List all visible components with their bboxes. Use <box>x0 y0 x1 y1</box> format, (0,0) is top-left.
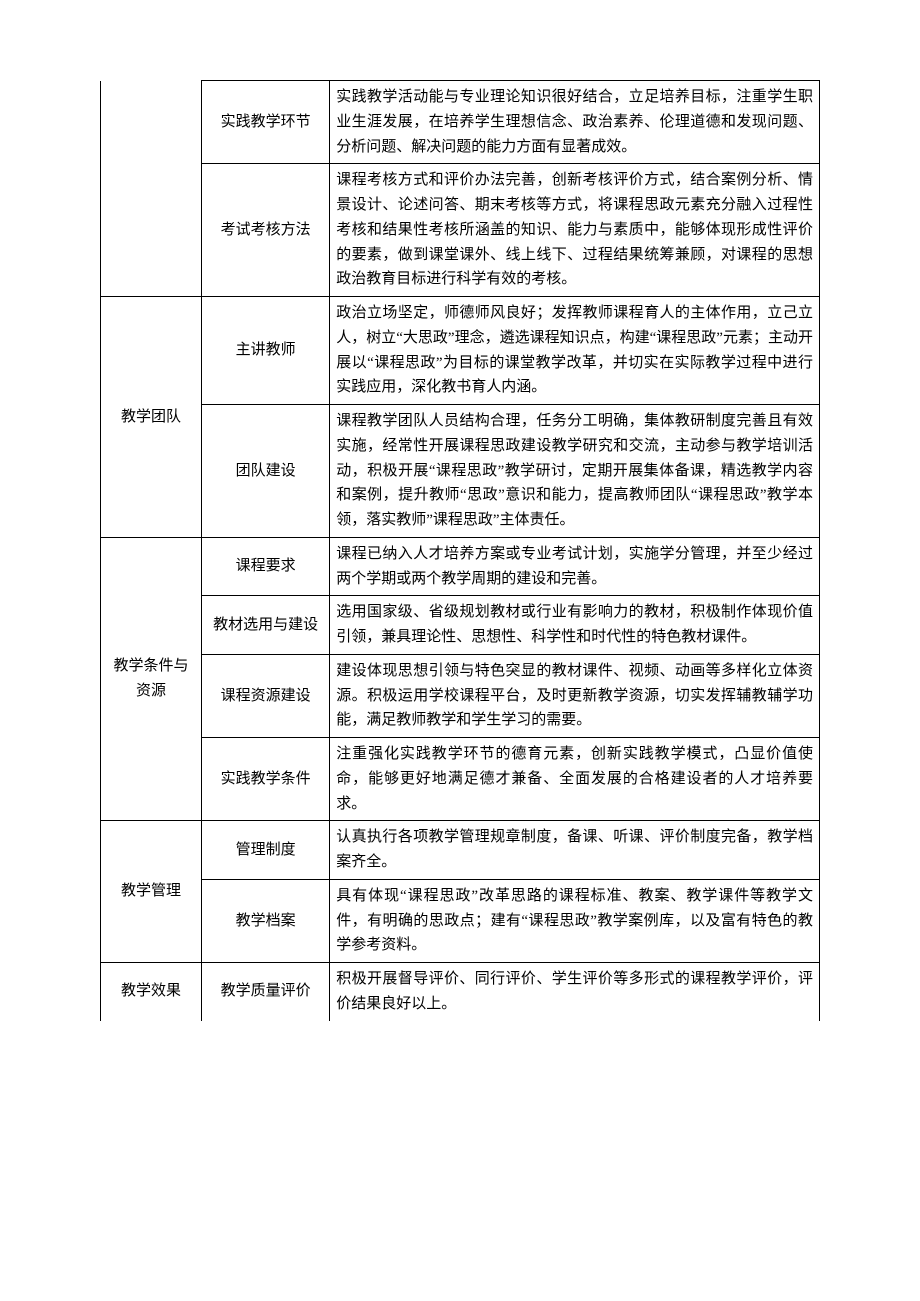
table-row: 课程资源建设建设体现思想引领与特色突显的教材课件、视频、动画等多样化立体资源。积… <box>101 654 820 737</box>
category-cell: 教学团队 <box>101 297 202 538</box>
description-cell: 政治立场坚定，师德师风良好；发挥教师课程育人的主体作用，立己立人，树立“大思政”… <box>330 297 820 405</box>
description-cell: 课程考核方式和评价办法完善，创新考核评价方式，结合案例分析、情景设计、论述问答、… <box>330 164 820 297</box>
table-row: 教材选用与建设选用国家级、省级规划教材或行业有影响力的教材，积极制作体现价值引领… <box>101 596 820 655</box>
table-row: 教学条件与资源课程要求课程已纳入人才培养方案或专业考试计划，实施学分管理，并至少… <box>101 537 820 596</box>
table-row: 教学效果教学质量评价积极开展督导评价、同行评价、学生评价等多形式的课程教学评价，… <box>101 963 820 1021</box>
subcategory-cell: 教学档案 <box>201 879 329 962</box>
subcategory-cell: 实践教学条件 <box>201 738 329 821</box>
category-cell: 教学效果 <box>101 963 202 1021</box>
description-cell: 实践教学活动能与专业理论知识很好结合，立足培养目标，注重学生职业生涯发展，在培养… <box>330 81 820 164</box>
table-row: 考试考核方法课程考核方式和评价办法完善，创新考核评价方式，结合案例分析、情景设计… <box>101 164 820 297</box>
table-row: 教学团队主讲教师政治立场坚定，师德师风良好；发挥教师课程育人的主体作用，立己立人… <box>101 297 820 405</box>
description-cell: 具有体现“课程思政”改革思路的课程标准、教案、教学课件等教学文件，有明确的思政点… <box>330 879 820 962</box>
description-cell: 课程教学团队人员结构合理，任务分工明确，集体教研制度完善且有效实施，经常性开展课… <box>330 405 820 538</box>
subcategory-cell: 主讲教师 <box>201 297 329 405</box>
category-cell: 教学管理 <box>101 821 202 963</box>
description-cell: 选用国家级、省级规划教材或行业有影响力的教材，积极制作体现价值引领，兼具理论性、… <box>330 596 820 655</box>
subcategory-cell: 课程资源建设 <box>201 654 329 737</box>
subcategory-cell: 团队建设 <box>201 405 329 538</box>
category-cell <box>101 81 202 297</box>
table-row: 实践教学环节实践教学活动能与专业理论知识很好结合，立足培养目标，注重学生职业生涯… <box>101 81 820 164</box>
description-cell: 积极开展督导评价、同行评价、学生评价等多形式的课程教学评价，评价结果良好以上。 <box>330 963 820 1021</box>
table-row: 实践教学条件注重强化实践教学环节的德育元素，创新实践教学模式，凸显价值使命，能够… <box>101 738 820 821</box>
table-row: 团队建设课程教学团队人员结构合理，任务分工明确，集体教研制度完善且有效实施，经常… <box>101 405 820 538</box>
subcategory-cell: 课程要求 <box>201 537 329 596</box>
subcategory-cell: 考试考核方法 <box>201 164 329 297</box>
evaluation-table: 实践教学环节实践教学活动能与专业理论知识很好结合，立足培养目标，注重学生职业生涯… <box>100 80 820 1021</box>
table-row: 教学档案具有体现“课程思政”改革思路的课程标准、教案、教学课件等教学文件，有明确… <box>101 879 820 962</box>
subcategory-cell: 教学质量评价 <box>201 963 329 1021</box>
description-cell: 课程已纳入人才培养方案或专业考试计划，实施学分管理，并至少经过两个学期或两个教学… <box>330 537 820 596</box>
description-cell: 注重强化实践教学环节的德育元素，创新实践教学模式，凸显价值使命，能够更好地满足德… <box>330 738 820 821</box>
table-row: 教学管理管理制度认真执行各项教学管理规章制度，备课、听课、评价制度完备，教学档案… <box>101 821 820 880</box>
category-cell: 教学条件与资源 <box>101 537 202 821</box>
description-cell: 建设体现思想引领与特色突显的教材课件、视频、动画等多样化立体资源。积极运用学校课… <box>330 654 820 737</box>
subcategory-cell: 管理制度 <box>201 821 329 880</box>
description-cell: 认真执行各项教学管理规章制度，备课、听课、评价制度完备，教学档案齐全。 <box>330 821 820 880</box>
subcategory-cell: 实践教学环节 <box>201 81 329 164</box>
subcategory-cell: 教材选用与建设 <box>201 596 329 655</box>
